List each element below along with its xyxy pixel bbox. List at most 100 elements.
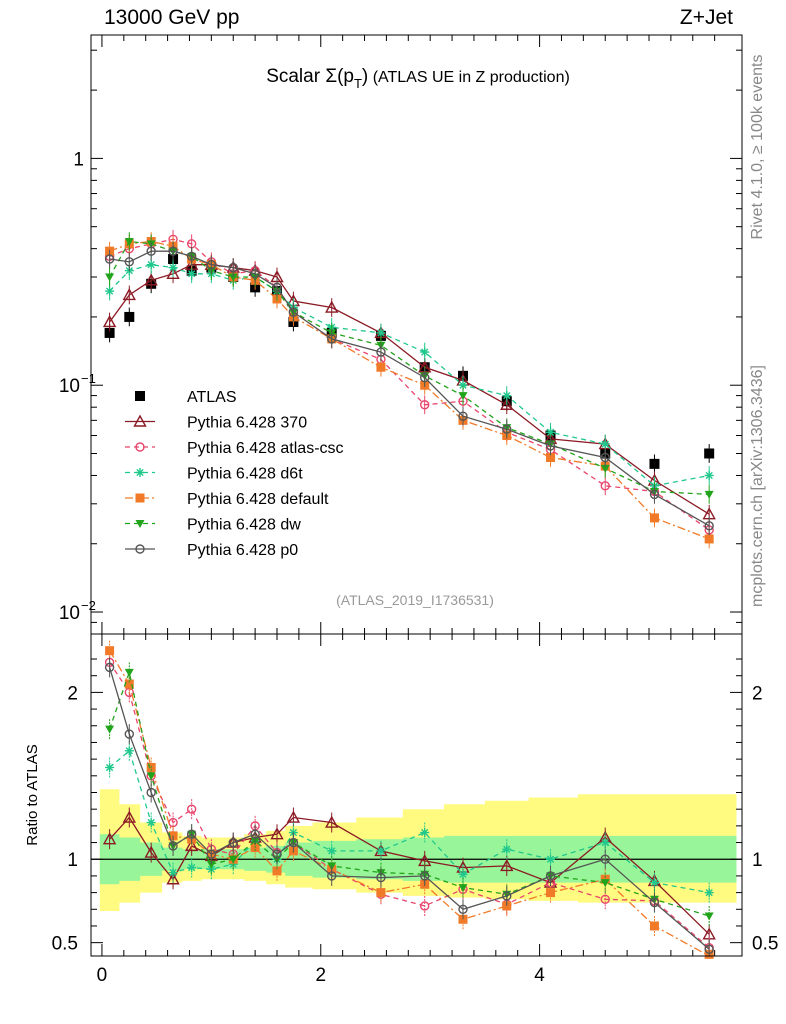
ratio-data-point: [144, 845, 158, 858]
ratio-data-point: [187, 863, 197, 873]
ratio-data-point: [458, 884, 468, 893]
plot-title-part: T: [354, 76, 362, 91]
ratio-data-point: [105, 762, 115, 772]
data-point: [649, 513, 659, 523]
x-tick-label: 0: [97, 965, 108, 986]
data-point: [105, 273, 115, 282]
data-point: [649, 458, 660, 469]
series-pythia-6-428-p0: [104, 241, 714, 536]
energy-label: 13000 GeV pp: [104, 6, 240, 29]
ratio-data-point: [124, 679, 134, 689]
data-point: [376, 362, 386, 372]
data-point: [545, 441, 556, 451]
ratio-data-point: [376, 888, 386, 898]
data-point: [502, 424, 512, 434]
ratio-data-point: [105, 646, 115, 656]
ratio-data-point: [186, 804, 197, 814]
data-point: [122, 288, 136, 301]
data-point: [206, 259, 217, 270]
ratio-data-point: [206, 860, 216, 869]
ratio-y-tick-label-right: 2: [752, 683, 763, 704]
data-point: [704, 448, 715, 459]
legend-entry: Pythia 6.428 dw: [125, 517, 301, 534]
legend-marker: [135, 520, 145, 528]
ratio-data-point: [104, 662, 115, 673]
ratio-data-point: [105, 725, 115, 734]
data-point: [704, 534, 714, 544]
ratio-data-point: [228, 855, 238, 864]
ratio-data-point: [272, 849, 282, 859]
y-tick-label: 10 −2: [59, 598, 96, 624]
ratio-data-point: [286, 810, 301, 823]
ratio-data-point: [458, 869, 468, 879]
ratio-y-tick-label-left: 2: [67, 683, 78, 704]
ratio-data-point: [146, 772, 156, 781]
data-point: [228, 273, 238, 282]
data-point: [546, 453, 556, 463]
rivet-label: Rivet 4.1.0, ≥ 100k events: [749, 55, 766, 240]
ratio-y-axis-label: Ratio to ATLAS: [24, 744, 41, 845]
ratio-y-tick-label-left: 0.5: [52, 934, 78, 955]
ratio-data-point: [704, 888, 714, 898]
data-point: [600, 464, 610, 473]
process-label: Z+Jet: [679, 6, 733, 29]
ratio-data-point: [376, 872, 386, 883]
data-point: [704, 521, 714, 531]
data-point: [502, 391, 512, 401]
ratio-data-point: [184, 838, 199, 852]
legend-entry: Pythia 6.428 atlas-csc: [125, 440, 344, 457]
data-point: [102, 315, 117, 328]
data-point: [146, 260, 156, 270]
ratio-data-point: [327, 871, 337, 881]
legend-entry: Pythia 6.428 370: [125, 415, 307, 432]
data-point: [166, 266, 180, 279]
series-line: [109, 238, 710, 531]
ratio-data-point: [272, 866, 282, 876]
legend-marker: [135, 391, 145, 401]
data-point: [458, 411, 468, 421]
plot-title: Scalar Σ(pT) (ATLAS UE in Z production): [266, 66, 570, 91]
ratio-data-point: [250, 829, 260, 839]
y-tick-label-exp: −1: [81, 371, 96, 386]
ratio-data-point: [649, 897, 660, 908]
data-point: [325, 300, 339, 313]
legend-marker: [135, 468, 145, 477]
ratio-data-point: [502, 844, 512, 854]
data-point: [104, 254, 115, 264]
mcplots-label: mcplots.cern.ch [arXiv:1306.3436]: [749, 365, 766, 607]
ratio-data-point: [376, 846, 386, 856]
lower-plot-frame: [90, 633, 743, 957]
ratio-y-tick-label-right: 0.5: [752, 934, 778, 955]
plot-title-part: (ATLAS UE in Z production): [368, 69, 570, 86]
data-point: [420, 372, 430, 383]
ratio-data-point: [420, 901, 430, 911]
ratio-data-point: [649, 878, 659, 888]
ratio-data-point: [704, 944, 714, 955]
ratio-y-tick-label-left: 1: [67, 850, 78, 871]
y-tick-label-text: 1: [73, 149, 84, 170]
y-tick-label: 1: [73, 149, 84, 170]
ratio-data-point: [420, 871, 430, 881]
ratio-data-point: [600, 854, 610, 864]
data-point: [186, 251, 197, 262]
data-point: [288, 307, 299, 317]
ratio-data-point: [500, 858, 514, 872]
legend-entry: Pythia 6.428 default: [125, 491, 329, 508]
ratio-data-point: [124, 746, 134, 756]
ratio-data-point: [270, 827, 284, 840]
data-point: [500, 397, 514, 410]
ratio-data-point: [168, 868, 178, 878]
ratio-data-point: [325, 815, 339, 828]
plot-title-part: Scalar: [266, 66, 325, 87]
ratio-data-point: [545, 871, 556, 881]
y-tick-label-base: 10: [59, 376, 80, 397]
ratio-data-point: [546, 854, 556, 864]
data-point: [704, 470, 714, 480]
data-point: [600, 481, 610, 491]
ratio-data-point: [600, 838, 610, 848]
ratio-data-point: [600, 894, 610, 904]
ratio-data-point: [122, 810, 136, 823]
ratio-data-point: [649, 921, 659, 931]
ratio-data-point: [124, 729, 134, 739]
